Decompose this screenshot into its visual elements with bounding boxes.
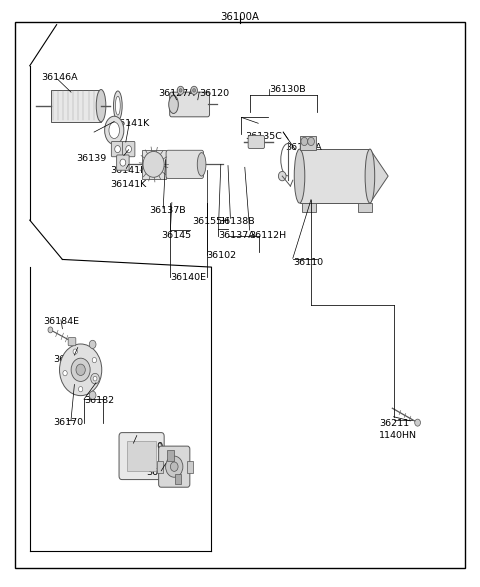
Ellipse shape — [294, 149, 305, 203]
Bar — [51, 89, 101, 122]
Circle shape — [89, 391, 96, 399]
Circle shape — [89, 340, 96, 349]
Circle shape — [308, 137, 314, 146]
Circle shape — [93, 376, 97, 381]
Text: 36102: 36102 — [206, 251, 237, 260]
Circle shape — [48, 327, 53, 333]
Circle shape — [73, 349, 77, 354]
Bar — [300, 136, 316, 150]
Text: 36127A: 36127A — [158, 89, 195, 99]
Circle shape — [170, 462, 178, 471]
Text: 36131A: 36131A — [286, 143, 323, 153]
Circle shape — [166, 456, 183, 477]
Text: 36183: 36183 — [53, 355, 83, 364]
Text: 36150: 36150 — [133, 441, 164, 451]
Text: 36211: 36211 — [379, 419, 409, 429]
Bar — [187, 461, 193, 473]
Bar — [175, 474, 181, 484]
Circle shape — [301, 137, 308, 146]
Text: 36138B: 36138B — [218, 217, 255, 227]
Text: 36141K: 36141K — [110, 180, 147, 190]
Text: 36120: 36120 — [199, 89, 229, 99]
Circle shape — [120, 159, 126, 166]
Text: 36130B: 36130B — [269, 85, 305, 94]
Circle shape — [63, 370, 67, 376]
Circle shape — [91, 373, 99, 384]
Text: 36135C: 36135C — [245, 131, 282, 141]
Bar — [300, 149, 370, 203]
FancyBboxPatch shape — [248, 136, 264, 149]
Text: 36100A: 36100A — [221, 12, 259, 22]
Bar — [142, 150, 166, 179]
FancyBboxPatch shape — [111, 141, 124, 157]
Text: 1140HN: 1140HN — [379, 431, 417, 440]
FancyBboxPatch shape — [122, 141, 135, 157]
Circle shape — [278, 171, 286, 181]
Ellipse shape — [115, 96, 120, 115]
Circle shape — [126, 146, 132, 153]
Circle shape — [115, 146, 120, 153]
FancyBboxPatch shape — [170, 92, 209, 117]
Circle shape — [76, 364, 85, 376]
Text: 36141K: 36141K — [113, 119, 149, 128]
Text: 36137B: 36137B — [149, 205, 185, 215]
Text: 36110: 36110 — [293, 258, 323, 267]
Text: 36155H: 36155H — [192, 217, 229, 227]
Text: 36112H: 36112H — [250, 231, 287, 241]
Text: 36140E: 36140E — [170, 272, 206, 282]
Text: 36182: 36182 — [84, 396, 114, 405]
Bar — [127, 441, 156, 471]
Circle shape — [92, 357, 96, 363]
Bar — [167, 450, 174, 461]
Bar — [358, 203, 372, 212]
Ellipse shape — [365, 149, 375, 203]
FancyBboxPatch shape — [117, 155, 129, 170]
Text: 36137A: 36137A — [218, 231, 255, 241]
Circle shape — [179, 89, 182, 92]
Text: 36170: 36170 — [53, 418, 83, 427]
Ellipse shape — [197, 153, 206, 176]
Text: 36141K: 36141K — [110, 166, 147, 175]
Circle shape — [71, 358, 90, 382]
Ellipse shape — [105, 116, 124, 144]
Text: 36170A: 36170A — [146, 468, 183, 477]
Circle shape — [192, 89, 195, 92]
Text: 36145: 36145 — [161, 231, 191, 241]
Ellipse shape — [169, 96, 179, 113]
Circle shape — [177, 86, 184, 95]
Ellipse shape — [96, 89, 106, 122]
FancyBboxPatch shape — [166, 150, 204, 178]
Bar — [157, 461, 163, 473]
Polygon shape — [370, 149, 388, 203]
Text: 36139: 36139 — [76, 154, 106, 163]
FancyBboxPatch shape — [119, 433, 164, 480]
Circle shape — [415, 419, 420, 426]
Ellipse shape — [109, 122, 120, 139]
Ellipse shape — [113, 91, 122, 120]
Circle shape — [191, 86, 197, 95]
FancyBboxPatch shape — [158, 446, 190, 487]
Text: 36184E: 36184E — [43, 317, 79, 326]
FancyBboxPatch shape — [68, 338, 76, 346]
Circle shape — [143, 151, 164, 177]
Circle shape — [60, 344, 102, 396]
Bar — [302, 203, 316, 212]
Circle shape — [79, 386, 83, 392]
Text: 36146A: 36146A — [41, 73, 77, 82]
